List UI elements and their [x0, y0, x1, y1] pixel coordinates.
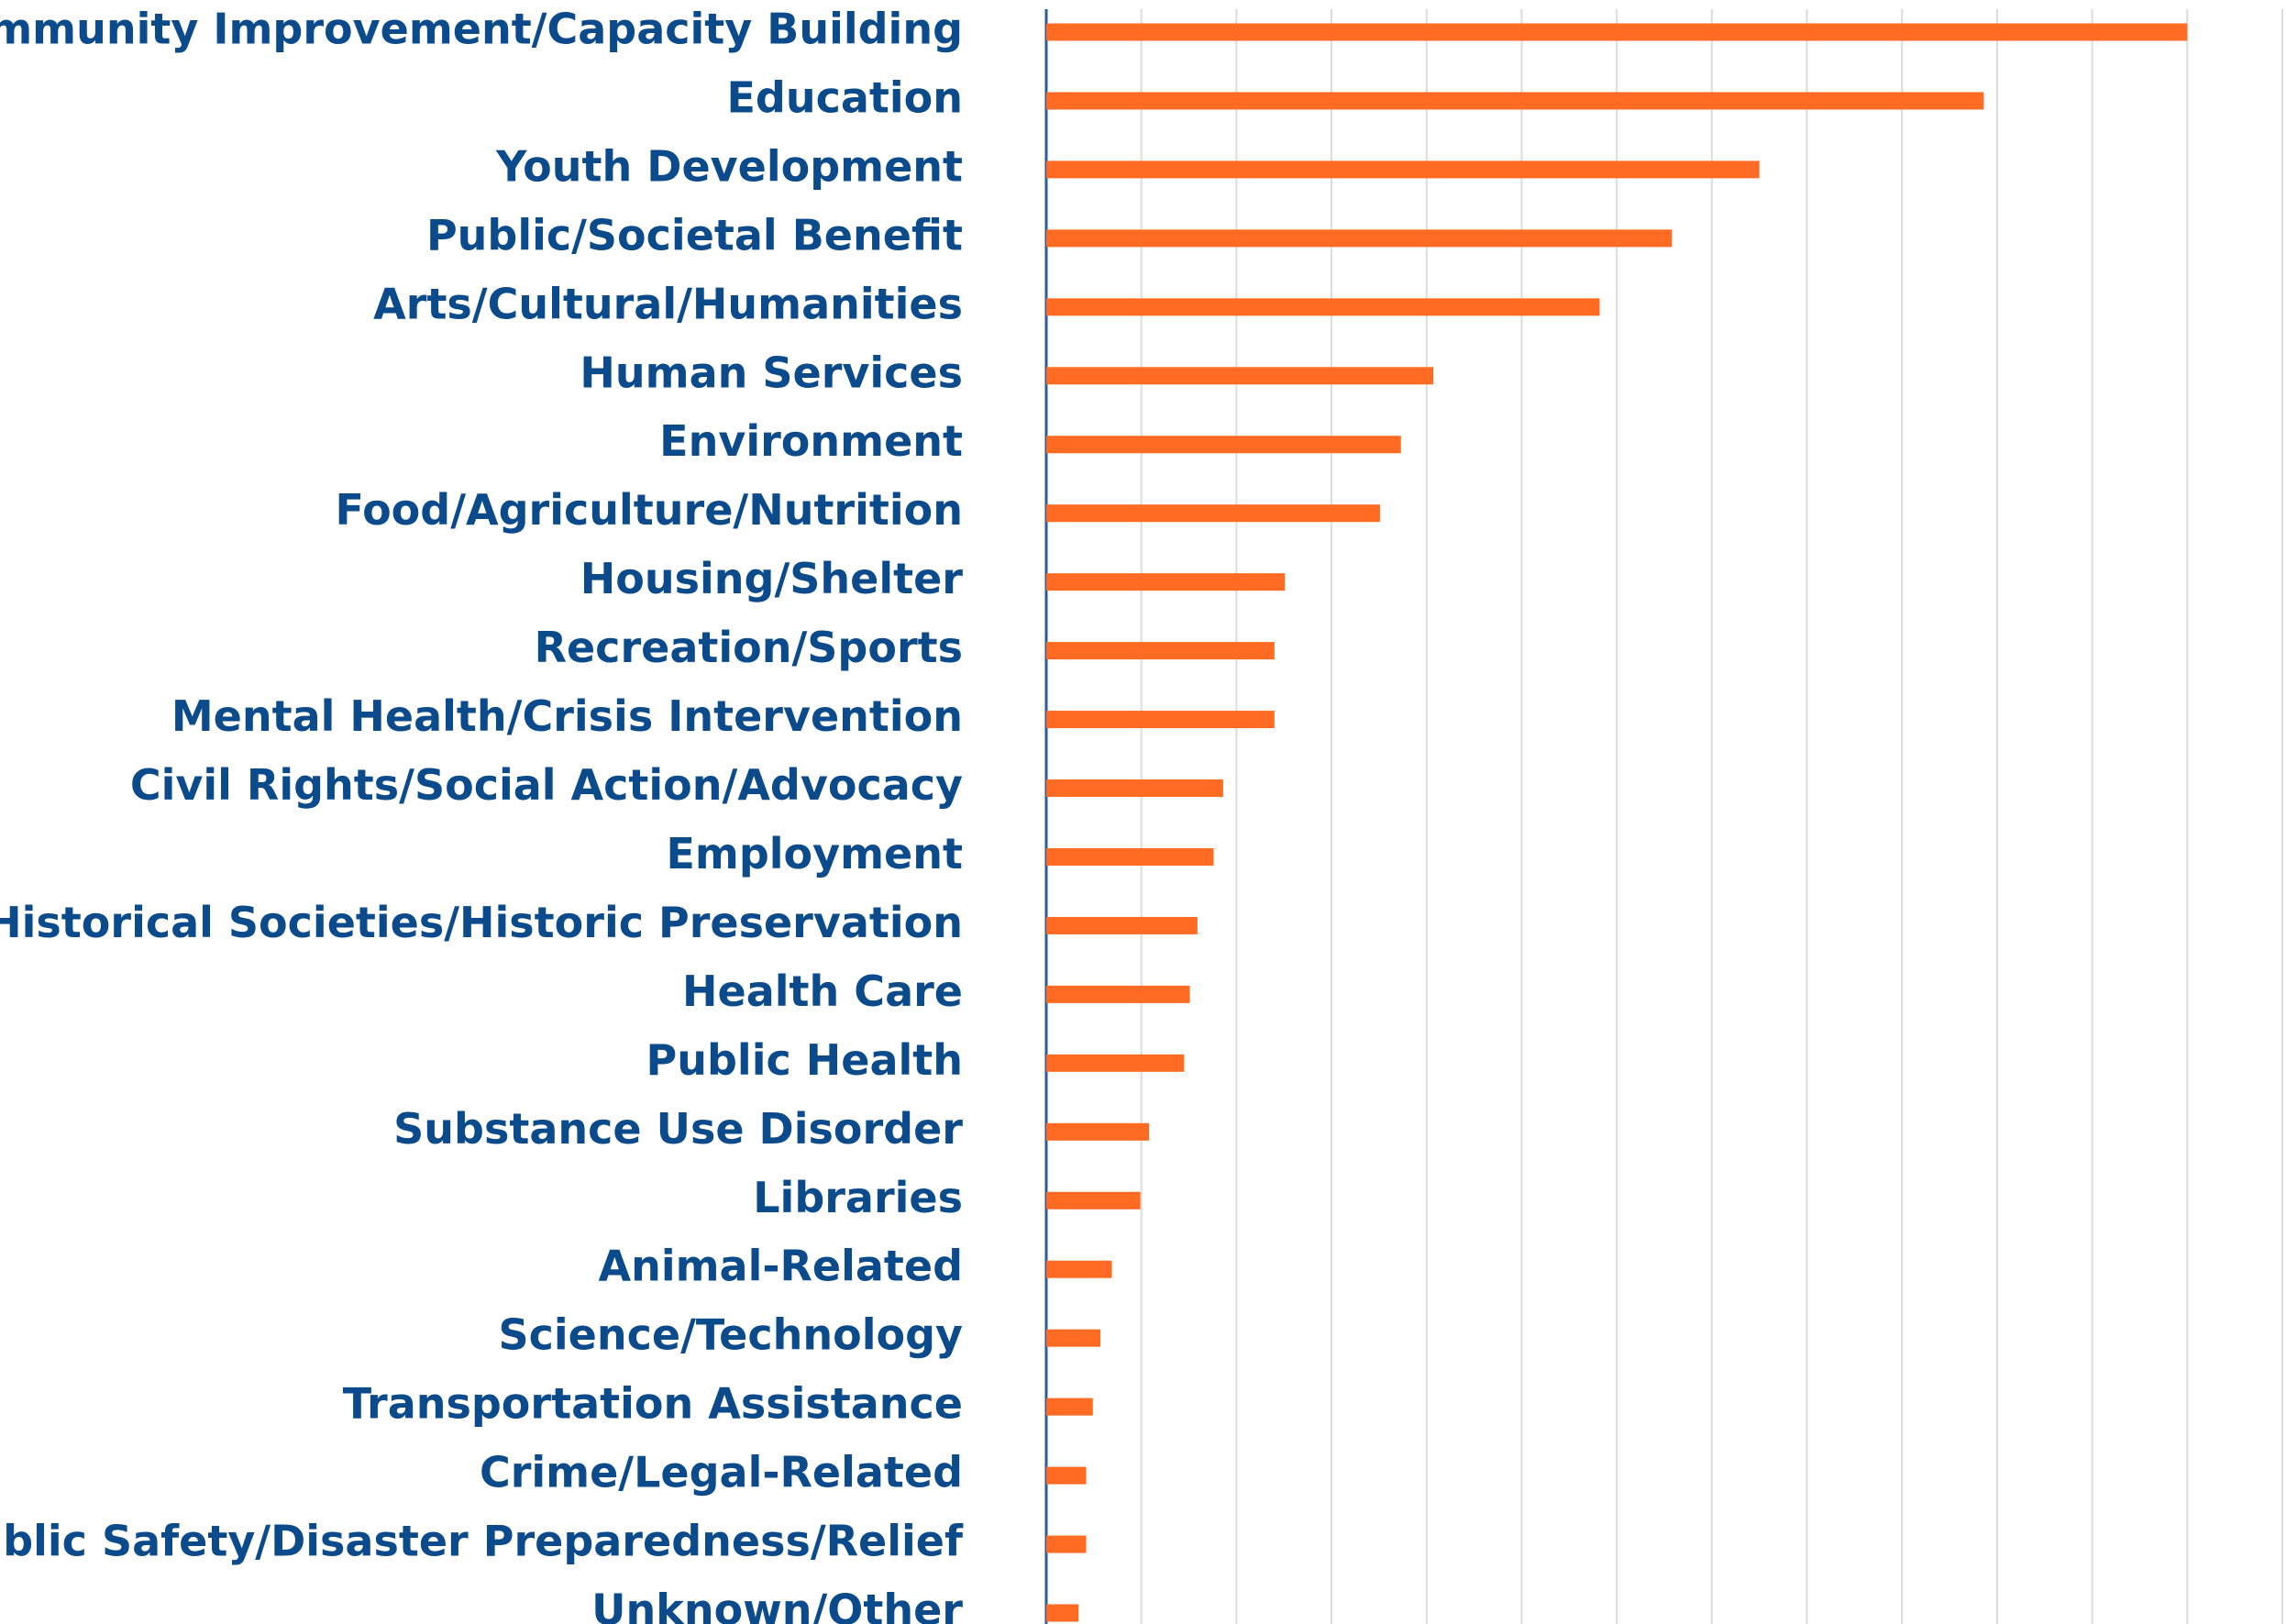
bar — [1046, 1604, 1079, 1622]
category-label: Housing/Shelter — [580, 554, 964, 603]
category-label: Education — [726, 72, 963, 122]
category-label: Substance Use Disorder — [393, 1104, 963, 1154]
bar — [1046, 779, 1223, 798]
category-label: Public/Societal Benefit — [426, 210, 963, 260]
bar — [1046, 847, 1214, 866]
category-label: Employment — [666, 829, 963, 878]
category-label: Human Services — [580, 348, 963, 397]
bar — [1046, 504, 1380, 523]
bar — [1046, 916, 1198, 934]
category-label: Youth Development — [495, 141, 963, 191]
category-label: Mental Health/Crisis Intervention — [171, 691, 963, 741]
category-label: Health Care — [682, 967, 963, 1016]
bar — [1046, 573, 1286, 591]
bar — [1046, 92, 1984, 110]
category-label: Crime/Legal-Related — [480, 1448, 963, 1497]
category-label: Recreation/Sports — [535, 623, 963, 672]
category-label: Community Improvement/Capacity Building — [0, 5, 963, 54]
bar — [1046, 23, 2188, 41]
bar — [1046, 711, 1275, 729]
bar — [1046, 1054, 1185, 1072]
category-label: Science/Technology — [499, 1310, 964, 1360]
bar — [1046, 1535, 1087, 1553]
category-label: Public Safety/Disaster Preparedness/Reli… — [0, 1517, 964, 1566]
category-label: Animal-Related — [599, 1242, 964, 1291]
category-label: Libraries — [753, 1173, 963, 1222]
bar — [1046, 436, 1401, 454]
category-label: Historical Societies/Historic Preservati… — [0, 898, 963, 947]
bar — [1046, 367, 1434, 385]
category-label: Unknown/Other — [591, 1585, 963, 1624]
bar — [1046, 985, 1190, 1003]
category-label: Environment — [659, 416, 963, 466]
bar — [1046, 160, 1760, 179]
bar — [1046, 1329, 1101, 1347]
category-label: Food/Agriculture/Nutrition — [336, 485, 963, 535]
bar — [1046, 1466, 1087, 1485]
category-label: Civil Rights/Social Action/Advocacy — [130, 760, 963, 810]
category-label: Transportation Assistance — [343, 1379, 963, 1429]
bar — [1046, 1398, 1093, 1416]
category-label: Arts/Cultural/Humanities — [373, 279, 963, 328]
bar — [1046, 298, 1600, 316]
bar — [1046, 1260, 1112, 1278]
bar — [1046, 1191, 1141, 1210]
category-label: Public Health — [646, 1035, 963, 1085]
bar — [1046, 642, 1275, 660]
bar — [1046, 229, 1673, 248]
bar — [1046, 1122, 1149, 1141]
